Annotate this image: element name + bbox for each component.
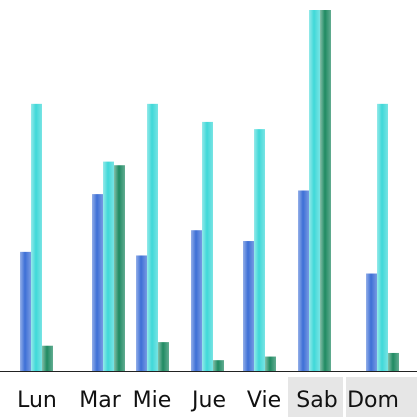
bar-dom-series-3 (388, 352, 399, 371)
bar-dom-series-1 (366, 273, 377, 371)
bar-vie-series-1 (243, 241, 254, 371)
bar-jue-series-3 (213, 360, 224, 371)
bar-mar-series-3 (114, 165, 125, 371)
bar-mar-series-2 (103, 161, 114, 371)
bar-group-dom (366, 103, 399, 372)
bar-group-jue (191, 121, 224, 371)
highlight-band-sab (288, 377, 343, 417)
bar-group-mar (92, 161, 125, 371)
bar-mie-series-1 (136, 255, 147, 371)
bar-group-mie (136, 103, 169, 372)
x-tick-label-vie: Vie (247, 388, 281, 413)
x-tick-label-sab: Sab (296, 388, 337, 413)
x-tick-label-dom: Dom (347, 388, 399, 413)
bar-jue-series-2 (202, 121, 213, 371)
x-tick-label-jue: Jue (190, 388, 226, 413)
bar-sab-series-2 (309, 10, 320, 371)
bar-group-sab (298, 10, 331, 371)
x-tick-label-lun: Lun (17, 388, 57, 413)
bar-lun-series-3 (42, 345, 53, 371)
bar-mar-series-1 (92, 194, 103, 371)
bar-sab-series-3 (320, 10, 331, 371)
highlight-band-dom (346, 377, 417, 417)
bar-lun-series-2 (31, 103, 42, 372)
bar-mie-series-2 (147, 103, 158, 372)
x-tick-label-mie: Mie (133, 388, 172, 413)
bar-mie-series-3 (158, 342, 169, 371)
bar-vie-series-3 (265, 356, 276, 371)
bar-group-lun (20, 103, 53, 372)
bar-group-vie (243, 129, 276, 371)
bar-sab-series-1 (298, 190, 309, 371)
bar-dom-series-2 (377, 103, 388, 372)
bar-vie-series-2 (254, 129, 265, 371)
bar-jue-series-1 (191, 230, 202, 371)
bar-lun-series-1 (20, 251, 31, 371)
x-tick-label-mar: Mar (79, 388, 121, 413)
